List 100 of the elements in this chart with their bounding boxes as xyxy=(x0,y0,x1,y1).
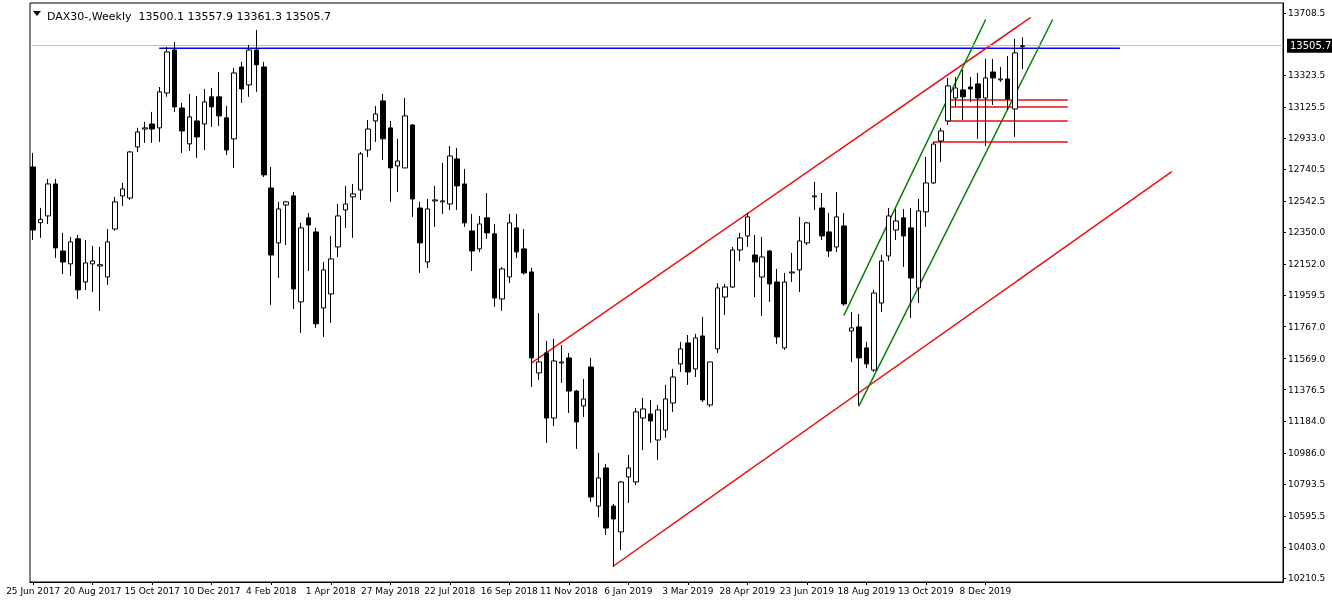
candlestick xyxy=(998,66,1003,83)
candlestick xyxy=(893,208,899,241)
candlestick xyxy=(574,389,579,450)
candlestick xyxy=(298,222,304,334)
candlestick xyxy=(373,105,378,143)
x-tick-label: 23 Jun 2019 xyxy=(779,585,835,596)
candlestick xyxy=(216,71,222,127)
y-tick-label: 11184.0 xyxy=(1288,415,1326,426)
candlestick xyxy=(157,86,162,143)
y-tick-label: 12542.5 xyxy=(1288,196,1326,207)
candlestick xyxy=(678,341,683,373)
candlestick xyxy=(83,239,88,291)
candlestick xyxy=(901,208,906,268)
ref-line-label: 13505.7 xyxy=(1290,40,1332,52)
candlestick xyxy=(202,88,207,151)
candlestick xyxy=(380,93,386,161)
y-tick-label: 10986.0 xyxy=(1288,447,1326,458)
text: DAX30-,Weekly 13500.1 13557.9 13361.3 13505.7 xyxy=(47,10,331,23)
candlestick xyxy=(886,207,891,262)
candlestick xyxy=(581,378,586,418)
candlestick xyxy=(306,212,311,272)
candlestick xyxy=(120,182,125,207)
y-tick-label: 11767.0 xyxy=(1288,321,1326,332)
candlestick xyxy=(655,404,661,461)
x-tick-label: 6 Jan 2019 xyxy=(604,585,653,596)
candlestick xyxy=(179,102,185,154)
candlestick xyxy=(395,138,400,193)
candlestick xyxy=(1005,55,1010,111)
candlestick xyxy=(469,213,475,272)
candlestick xyxy=(871,289,877,373)
y-tick-label: 11569.0 xyxy=(1288,353,1326,364)
candlestick xyxy=(856,313,862,406)
candlestick xyxy=(544,340,549,444)
x-tick-label: 15 Oct 2017 xyxy=(124,585,181,596)
candlestick xyxy=(492,223,497,308)
candlestick xyxy=(953,76,958,108)
candlestick xyxy=(603,463,609,536)
candlestick xyxy=(626,454,631,504)
candlestick xyxy=(477,215,482,253)
candlestick xyxy=(715,282,720,354)
x-tick-label: 28 Apr 2019 xyxy=(719,585,776,596)
candlestick xyxy=(231,67,237,169)
candlestick xyxy=(291,191,296,310)
candlestick xyxy=(529,267,534,388)
candlestick xyxy=(209,87,214,128)
candlestick xyxy=(782,272,787,351)
x-tick-label: 18 Aug 2019 xyxy=(837,585,896,596)
candlestick xyxy=(239,61,244,104)
candlestick xyxy=(335,203,341,258)
candlestick xyxy=(566,352,572,414)
candlestick xyxy=(410,123,415,218)
x-tick-label: 3 Mar 2019 xyxy=(662,585,714,596)
candlestick xyxy=(45,178,51,225)
candlestick xyxy=(737,232,743,262)
candlestick xyxy=(38,207,43,239)
x-tick-label: 10 Dec 2017 xyxy=(182,585,241,596)
candlestick xyxy=(350,183,356,239)
candlestick xyxy=(611,503,616,568)
candlestick xyxy=(618,480,624,551)
candlestick xyxy=(521,228,527,275)
x-tick-label: 13 Oct 2019 xyxy=(898,585,954,596)
candlestick xyxy=(417,201,423,274)
candlestick xyxy=(938,127,944,163)
candlestick xyxy=(261,61,267,178)
candlestick xyxy=(365,119,371,158)
candlestick xyxy=(90,245,95,293)
candlestick xyxy=(187,93,192,152)
candlestick xyxy=(789,252,795,283)
candlestick xyxy=(194,95,200,159)
candlestick xyxy=(945,77,951,126)
x-tick-label: 8 Dec 2019 xyxy=(959,585,1012,596)
candlestick xyxy=(879,254,884,313)
candlestick xyxy=(254,29,259,93)
candlestick xyxy=(767,249,772,303)
x-tick-label: 27 May 2018 xyxy=(360,585,420,596)
y-tick-label: 10210.5 xyxy=(1288,573,1326,584)
candlestick xyxy=(172,41,177,113)
candlestick xyxy=(968,76,973,103)
candlestick xyxy=(514,213,519,259)
candlestick xyxy=(648,399,653,444)
x-tick-label: 25 Jun 2017 xyxy=(6,585,61,596)
y-tick-label: 13323.5 xyxy=(1288,70,1326,81)
candlestick xyxy=(834,191,839,253)
candlestick xyxy=(313,227,319,329)
candlestick xyxy=(700,316,705,403)
candlestick xyxy=(1020,36,1025,70)
candlestick xyxy=(596,452,601,518)
candlestick xyxy=(343,185,348,229)
candlestick xyxy=(164,46,170,98)
candlestick xyxy=(745,212,750,248)
y-tick-label: 12933.0 xyxy=(1288,133,1326,144)
candlestick xyxy=(685,334,691,386)
candlestick xyxy=(321,261,326,338)
y-tick-label: 10403.0 xyxy=(1288,541,1326,552)
candlestick xyxy=(693,333,698,378)
candlestick xyxy=(908,207,914,319)
y-tick-label: 11376.5 xyxy=(1288,384,1326,395)
candlestick xyxy=(1012,38,1018,138)
x-tick-label: 1 Apr 2018 xyxy=(305,585,356,596)
candlestick xyxy=(276,201,281,279)
